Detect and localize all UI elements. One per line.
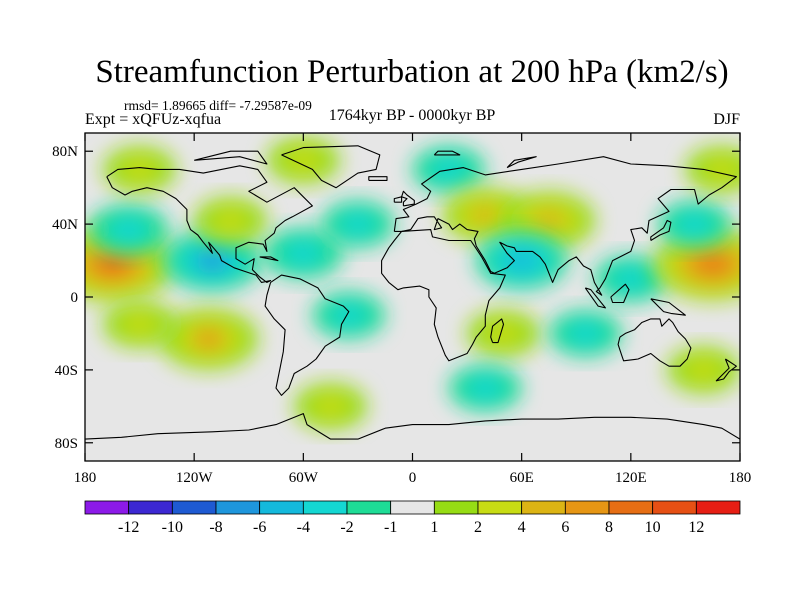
anomaly-22 — [448, 364, 522, 412]
coast-new-guinea — [650, 298, 686, 316]
colorbar-swatch — [171, 500, 217, 515]
colorbar: -12 -10 -8 -6 -4 -2 -1 1 2 4 6 8 10 12 — [84, 500, 741, 536]
colorbar-label: 12 — [688, 519, 704, 536]
anomaly-18 — [685, 145, 740, 194]
coast-australia — [617, 318, 692, 367]
anomaly-21 — [294, 382, 368, 430]
right-label: DJF — [713, 111, 740, 128]
colorbar-label: -4 — [297, 519, 310, 536]
anomaly-16 — [653, 228, 740, 301]
x-tick-label: 120W — [176, 470, 214, 486]
left-label: Expt = xQFUz-xqfua — [85, 111, 221, 128]
colorbar-swatch — [695, 500, 741, 515]
coast-south-america — [264, 274, 350, 396]
x-tick-label: 60W — [289, 470, 319, 486]
coast-greenland — [281, 145, 381, 189]
anomaly-7 — [312, 291, 386, 339]
colorbar-swatch — [564, 500, 610, 515]
colorbar-swatch — [259, 500, 304, 515]
colorbar-swatch — [128, 500, 173, 515]
coast-novaya-zemlya — [506, 156, 537, 169]
coast-antarctica — [85, 413, 740, 440]
anomaly-10 — [194, 196, 267, 245]
y-tick-label: 40N — [52, 217, 78, 233]
coast-africa — [381, 229, 506, 362]
coast-madagascar — [490, 318, 505, 344]
stats-label: rmsd= 1.89665 diff= -7.29587e-09 — [124, 98, 312, 113]
coast-borneo — [610, 283, 630, 304]
x-tick-label: 180 — [729, 470, 752, 486]
anomaly-6 — [263, 227, 343, 279]
coast-svalbard — [433, 150, 461, 156]
colorbar-swatch — [477, 500, 523, 515]
anomaly-4 — [103, 145, 176, 194]
anomaly-15 — [594, 255, 668, 303]
x-tick-label: 0 — [409, 470, 417, 486]
colorbar-swatch — [608, 500, 654, 515]
axis-ticks: 180 120W 60W 0 60E 120E 180 80N 40N 0 40S 80S — [52, 133, 751, 486]
colorbar-label: -10 — [162, 519, 183, 536]
x-tick-label: 60E — [510, 470, 534, 486]
coast-new-zealand — [715, 358, 737, 382]
anomaly-19 — [467, 309, 540, 358]
coast-north-america — [106, 165, 313, 283]
colorbar-swatch — [84, 500, 130, 515]
y-tick-label: 0 — [71, 290, 79, 306]
colorbar-label: -2 — [340, 519, 353, 536]
colorbar-swatch — [652, 500, 697, 515]
colorbar-label: 2 — [474, 519, 482, 536]
anomaly-2 — [266, 136, 340, 184]
colorbar-swatch — [346, 500, 392, 515]
x-tick-label: 120E — [615, 470, 647, 486]
anomaly-11 — [321, 200, 395, 248]
coast-sumatra — [584, 287, 606, 309]
colorbar-swatch — [215, 500, 261, 515]
anomaly-5 — [163, 229, 262, 292]
colorbar-label: 1 — [430, 519, 438, 536]
coast-arctic-islands — [194, 150, 268, 165]
y-tick-label: 80S — [55, 436, 78, 452]
anomaly-20 — [548, 309, 622, 358]
colorbar-label: -6 — [253, 519, 266, 536]
anomaly-14 — [475, 231, 568, 290]
x-tick-label: 180 — [74, 470, 97, 486]
colorbar-label: -12 — [118, 519, 139, 536]
chart-title: Streamfunction Perturbation at 200 hPa (… — [95, 54, 728, 90]
colorbar-swatch — [390, 500, 435, 515]
anomaly-field — [85, 136, 740, 430]
coast-japan — [650, 219, 672, 241]
colorbar-label: 8 — [605, 519, 613, 536]
anomaly-9 — [103, 300, 176, 348]
colorbar-swatch — [302, 500, 348, 515]
y-tick-label: 80N — [52, 144, 78, 160]
coast-caribbean — [259, 256, 279, 262]
coast-ireland — [393, 196, 403, 203]
colorbar-swatch — [521, 500, 566, 515]
coastlines — [85, 145, 740, 440]
colorbar-swatch — [433, 500, 479, 515]
anomaly-23 — [667, 346, 740, 394]
coast-uk — [401, 190, 415, 207]
coast-eurasia — [393, 156, 737, 296]
anomaly-8 — [159, 308, 258, 370]
colorbar-label: 6 — [561, 519, 569, 536]
y-tick-label: 40S — [55, 363, 78, 379]
anomaly-17 — [658, 200, 731, 248]
anomaly-1 — [89, 204, 169, 255]
colorbar-label: 10 — [645, 519, 661, 536]
center-label: 1764kyr BP - 0000kyr BP — [329, 107, 496, 124]
colorbar-label: -8 — [209, 519, 222, 536]
colorbar-label: 4 — [518, 519, 526, 536]
coast-iceland — [368, 176, 388, 181]
colorbar-label: -1 — [384, 519, 397, 536]
